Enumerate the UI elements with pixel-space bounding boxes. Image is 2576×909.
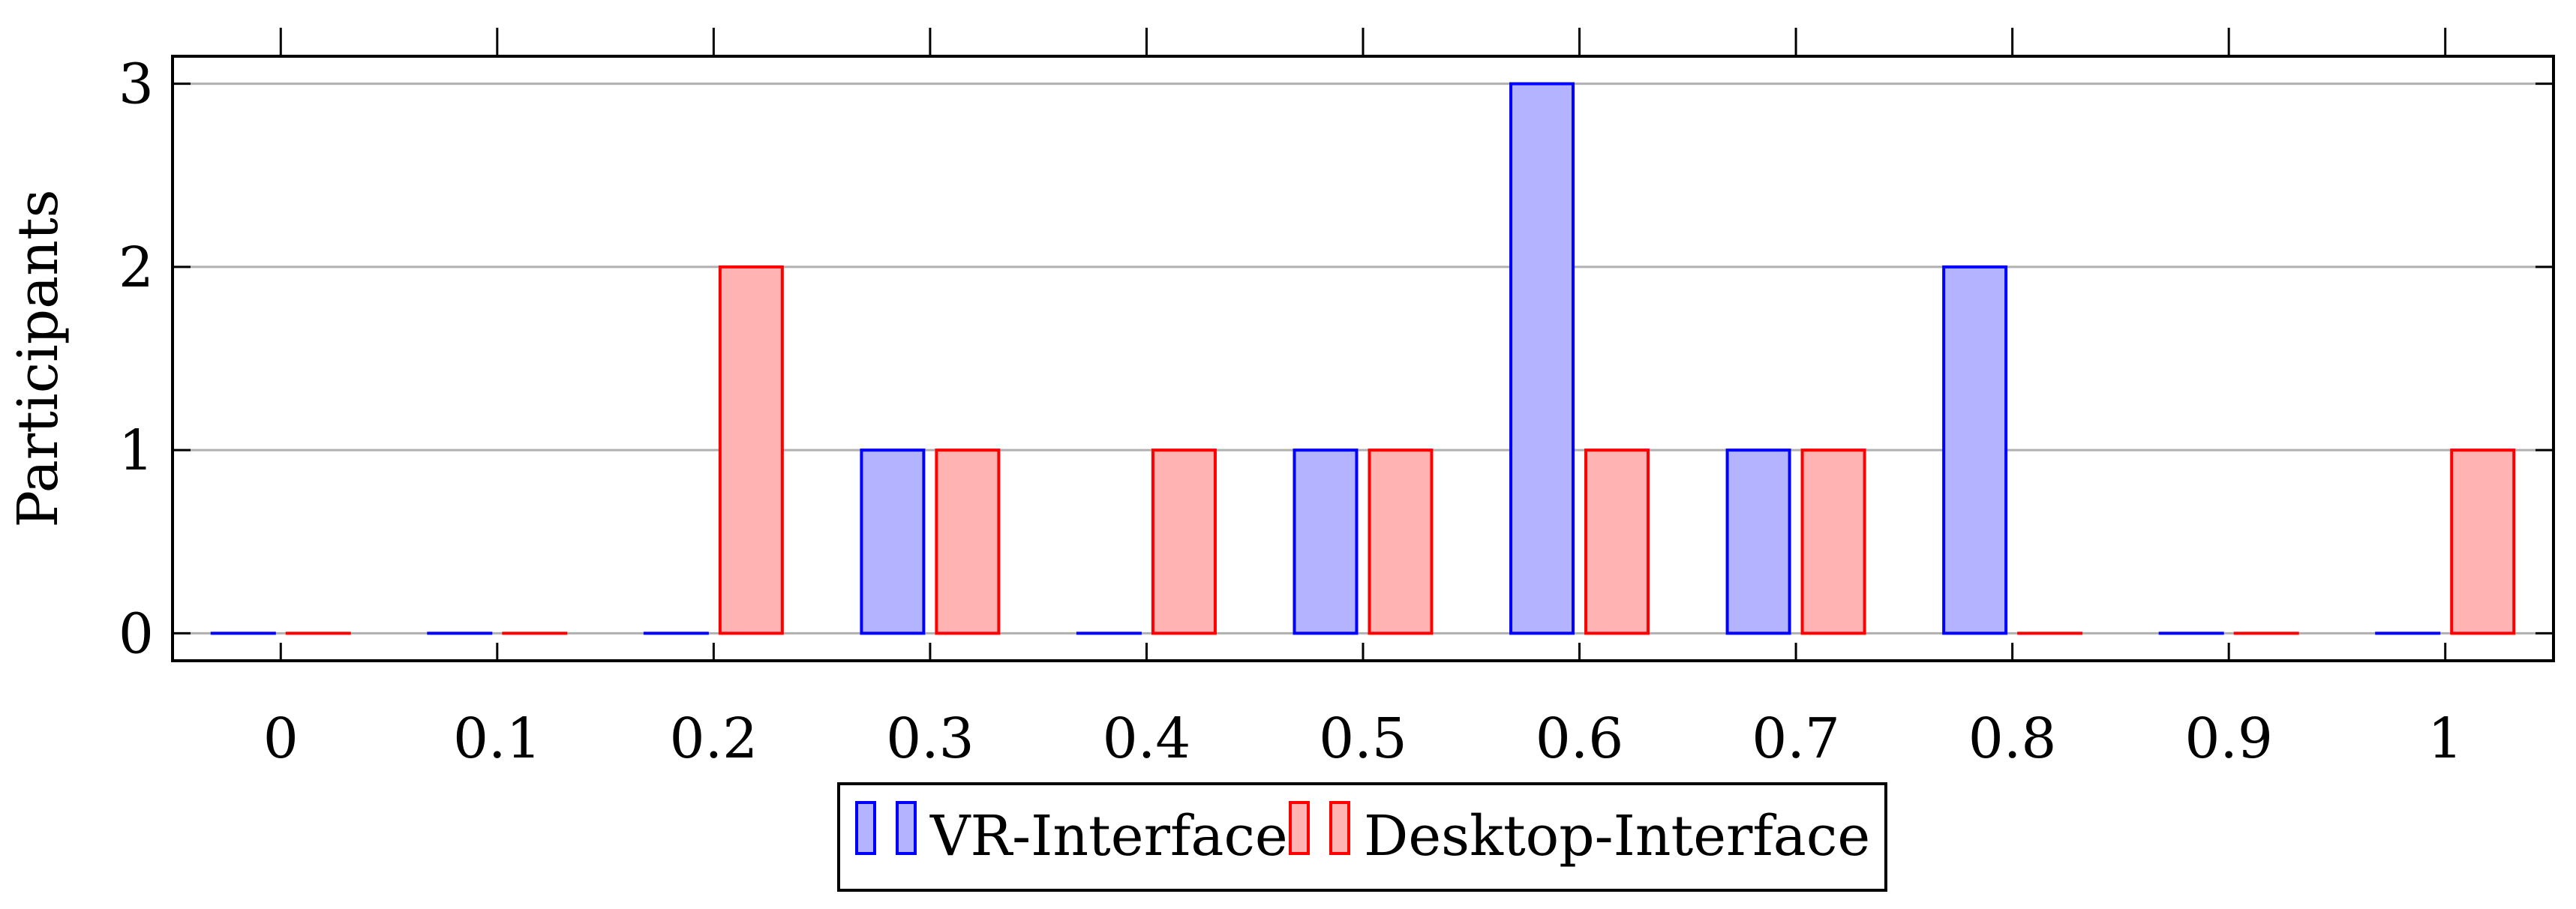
bar-desktop — [1803, 450, 1865, 633]
bar-desktop — [720, 267, 782, 633]
legend-label: Desktop-Interface — [1364, 804, 1870, 868]
bar-vr — [1728, 450, 1790, 633]
y-tick-label: 2 — [119, 236, 154, 300]
legend-swatch — [897, 802, 915, 854]
legend-swatch — [1331, 802, 1349, 854]
x-tick-label: 0.3 — [886, 706, 974, 771]
bar-desktop — [2451, 450, 2514, 633]
x-tick-label: 0.7 — [1752, 706, 1840, 771]
bar-vr — [1295, 450, 1357, 633]
x-tick-label: 0.2 — [670, 706, 758, 771]
legend-swatch — [1290, 802, 1308, 854]
x-tick-label: 0.4 — [1103, 706, 1191, 771]
axis-ticks — [173, 28, 2553, 661]
legend: VR-Interface Desktop-Interface — [839, 784, 1886, 890]
legend-swatch — [857, 802, 875, 854]
x-tick-label: 0.6 — [1536, 706, 1624, 771]
y-tick-label: 3 — [119, 52, 154, 117]
grid-lines — [173, 84, 2553, 634]
bar-desktop — [1586, 450, 1648, 633]
x-tick-label: 0.8 — [1968, 706, 2057, 771]
x-tick-label: 1 — [2427, 706, 2463, 771]
plot-frame — [173, 56, 2553, 661]
x-tick-label: 0.5 — [1319, 706, 1407, 771]
x-tick-label: 0 — [263, 706, 299, 771]
x-tick-label: 0.9 — [2184, 706, 2273, 771]
bar-vr — [861, 450, 923, 633]
x-tick-labels: 0 0.1 0.2 0.3 0.4 0.5 0.6 0.7 0.8 0.9 1 — [263, 706, 2463, 771]
y-tick-labels: 0 1 2 3 — [119, 52, 154, 667]
bar-vr — [1944, 267, 2006, 633]
bar-desktop — [936, 450, 998, 633]
y-axis-label: Participants — [6, 189, 71, 527]
y-tick-label: 1 — [119, 418, 154, 483]
x-tick-label: 0.1 — [453, 706, 542, 771]
bar-vr — [1511, 84, 1573, 634]
y-tick-label: 0 — [119, 602, 154, 666]
bars — [212, 84, 2514, 634]
legend-label: VR-Interface — [929, 804, 1288, 868]
bar-desktop — [1153, 450, 1215, 633]
bar-desktop — [1370, 450, 1432, 633]
